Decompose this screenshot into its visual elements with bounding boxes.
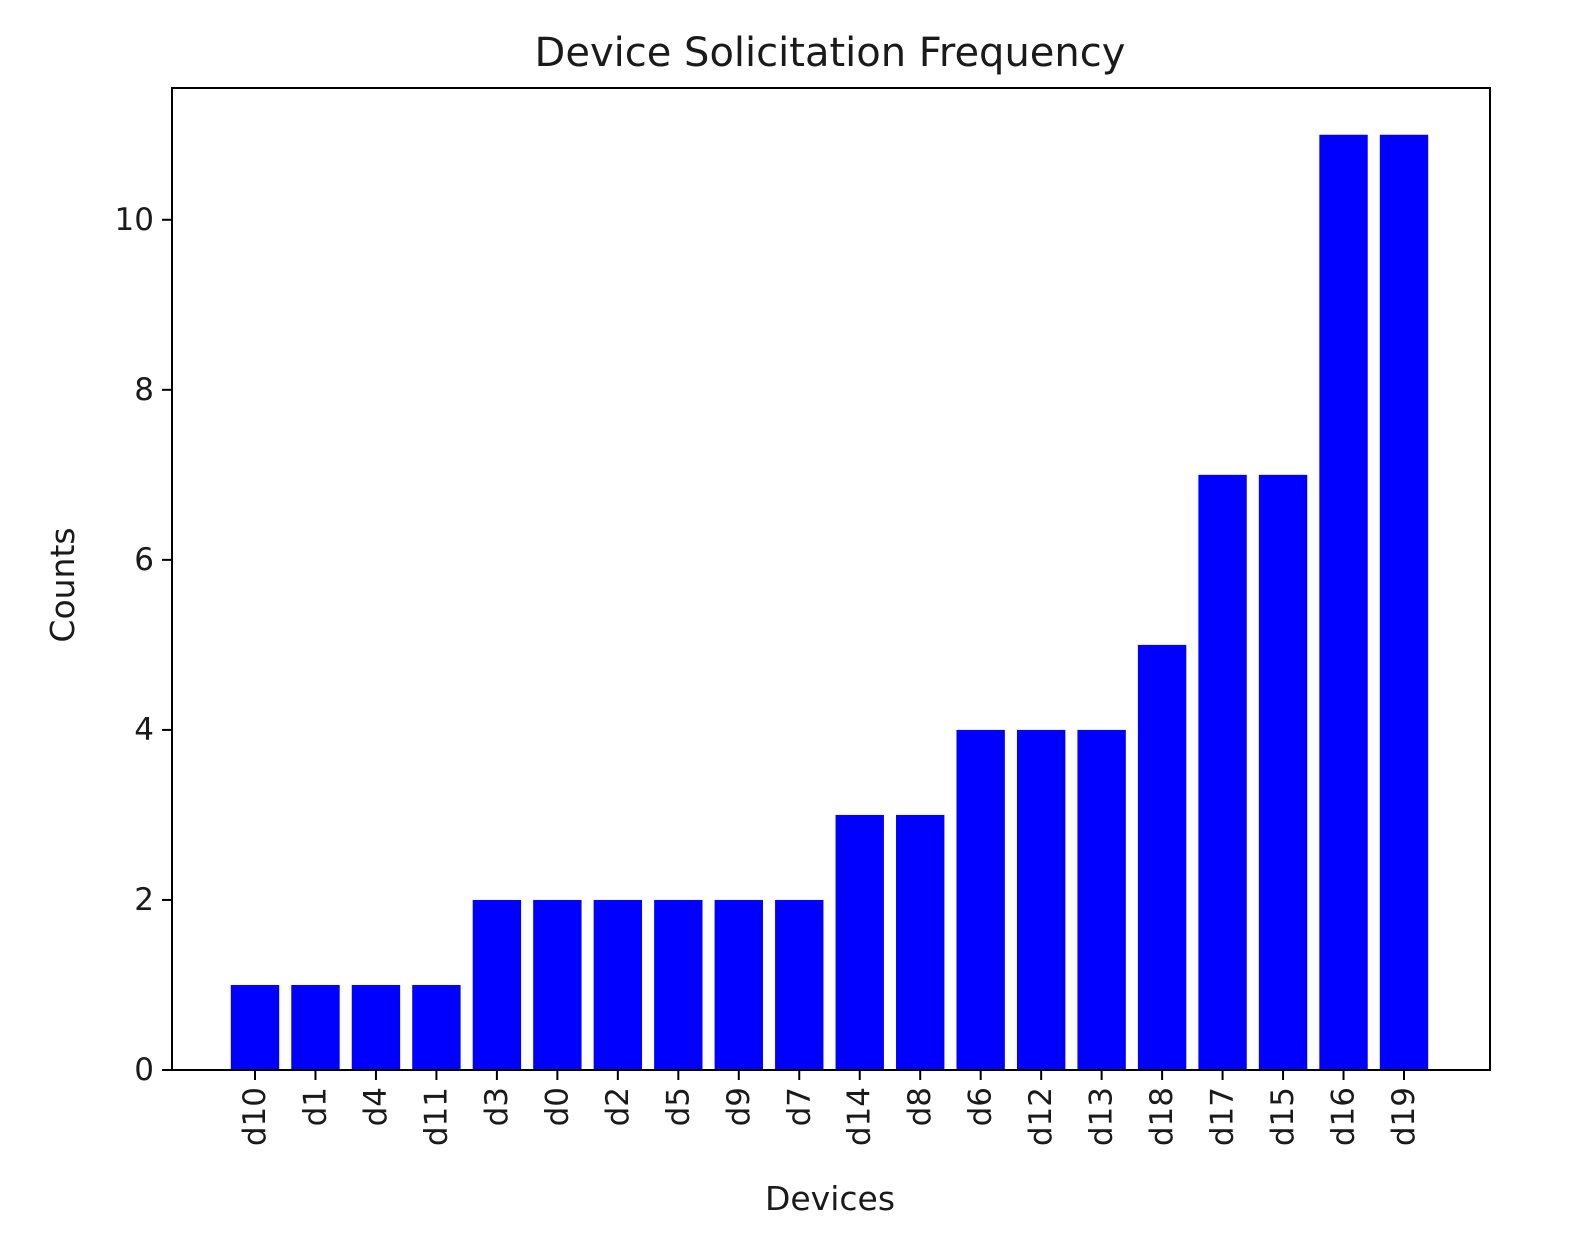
bar-d13 xyxy=(1077,729,1126,1070)
bar-d17 xyxy=(1198,474,1247,1071)
x-tick-label: d5 xyxy=(660,1087,696,1126)
y-tick-label: 0 xyxy=(134,1052,154,1088)
bar-d12 xyxy=(1016,729,1066,1070)
x-tick-label: d6 xyxy=(963,1087,999,1126)
x-tick-label: d8 xyxy=(902,1087,938,1126)
bar-d18 xyxy=(1137,644,1187,1070)
bar-d14 xyxy=(835,814,884,1070)
x-tick-label: d13 xyxy=(1084,1087,1120,1146)
x-tick-label: d7 xyxy=(781,1087,817,1126)
bar-d5 xyxy=(654,899,703,1070)
x-axis-ticks: d10 d1 d4 d11 d3 d0 d2 d5 d9 d7 d14 d8 d6 d12 d13 d18 d1… xyxy=(237,1070,1422,1146)
bar-d7 xyxy=(775,899,824,1070)
bar-d10 xyxy=(230,984,280,1070)
y-axis-ticks: 0 2 4 6 8 10 xyxy=(115,202,172,1088)
bar-d11 xyxy=(412,984,461,1070)
y-tick-label: 2 xyxy=(134,882,154,918)
bar-d1 xyxy=(291,984,340,1070)
x-tick-label: d10 xyxy=(237,1087,273,1146)
x-tick-label: d19 xyxy=(1386,1087,1422,1146)
chart-title: Device Solicitation Frequency xyxy=(535,30,1126,76)
y-axis-label: Counts xyxy=(43,527,82,642)
x-tick-label: d18 xyxy=(1144,1087,1180,1146)
bar-d16 xyxy=(1319,134,1368,1070)
x-tick-label: d12 xyxy=(1023,1087,1059,1146)
x-tick-label: d0 xyxy=(539,1087,575,1126)
bar-d6 xyxy=(956,729,1005,1070)
bar-d15 xyxy=(1258,474,1308,1071)
x-tick-label: d17 xyxy=(1205,1087,1241,1146)
x-tick-label: d16 xyxy=(1326,1087,1362,1146)
x-tick-label: d2 xyxy=(600,1087,636,1126)
bar-d19 xyxy=(1379,134,1429,1070)
x-tick-label: d14 xyxy=(842,1087,878,1146)
x-tick-label: d9 xyxy=(721,1087,757,1126)
x-tick-label: d4 xyxy=(358,1087,394,1126)
y-tick-label: 4 xyxy=(134,712,154,748)
bar-d0 xyxy=(533,899,582,1070)
x-axis-label: Devices xyxy=(765,1179,895,1218)
y-tick-label: 8 xyxy=(134,372,154,408)
x-tick-label: d11 xyxy=(418,1087,454,1146)
bar-d3 xyxy=(472,899,522,1070)
bars-group xyxy=(230,134,1429,1071)
x-tick-label: d1 xyxy=(297,1087,333,1126)
plot-frame xyxy=(171,87,1491,1071)
x-tick-label: d3 xyxy=(479,1087,515,1126)
bar-d2 xyxy=(593,899,643,1070)
x-tick-label: d15 xyxy=(1265,1087,1301,1146)
y-tick-label: 6 xyxy=(134,542,154,578)
y-tick-label: 10 xyxy=(115,202,154,238)
bar-d4 xyxy=(351,984,401,1070)
bar-d8 xyxy=(896,814,945,1070)
bar-d9 xyxy=(714,899,763,1070)
